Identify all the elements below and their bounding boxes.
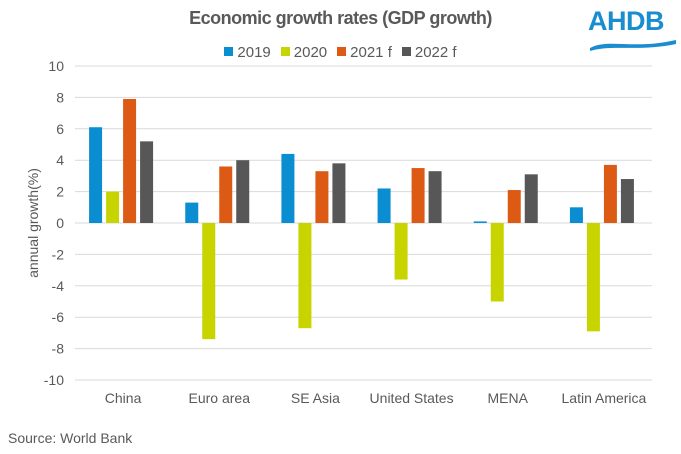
source-note: Source: World Bank xyxy=(8,430,133,446)
x-tick-label: SE Asia xyxy=(291,390,340,406)
y-tick-label: 4 xyxy=(56,152,64,168)
legend-item: 2022 f xyxy=(401,44,457,61)
y-tick-label: -6 xyxy=(52,309,65,325)
ahdb-logo: AHDB xyxy=(588,6,678,56)
legend-swatch xyxy=(401,47,411,56)
y-tick-label: 0 xyxy=(56,215,64,231)
legend-label: 2022 f xyxy=(414,44,457,61)
y-tick-label: -4 xyxy=(52,278,65,294)
x-tick-label: Euro area xyxy=(189,390,251,406)
bar-2021-f-china xyxy=(123,98,137,223)
bar-2020-latin-america xyxy=(586,223,600,332)
bar-2019-se-asia xyxy=(281,153,295,223)
bar-2022-f-china xyxy=(140,141,154,223)
bar-2021-f-se-asia xyxy=(315,171,329,223)
x-tick-label: MENA xyxy=(488,390,529,406)
y-tick-label: 6 xyxy=(56,121,64,137)
y-tick-label: 10 xyxy=(48,58,64,74)
legend-item: 2021 f xyxy=(337,44,392,61)
bar-2020-united-states xyxy=(394,223,408,280)
logo-text: AHDB xyxy=(588,6,665,36)
y-tick-label: 8 xyxy=(56,89,64,105)
bar-2021-f-mena xyxy=(507,190,521,223)
bar-2019-china xyxy=(89,127,103,223)
legend: 2019 2020 2021 f 2022 f xyxy=(0,44,681,61)
bar-2019-latin-america xyxy=(569,207,583,223)
y-tick-label: -2 xyxy=(52,246,65,262)
bar-2022-f-united-states xyxy=(428,171,442,223)
chart-title: Economic growth rates (GDP growth) xyxy=(189,8,492,28)
bar-2020-china xyxy=(106,191,120,223)
bar-2021-f-united-states xyxy=(411,168,425,223)
bar-2022-f-euro-area xyxy=(236,160,250,223)
bar-2021-f-euro-area xyxy=(219,166,233,223)
bar-2019-united-states xyxy=(377,188,391,223)
x-tick-label: China xyxy=(105,390,142,406)
bar-2021-f-latin-america xyxy=(603,164,617,223)
legend-item: 2019 xyxy=(224,44,271,61)
bar-2020-euro-area xyxy=(202,223,216,340)
bar-2022-f-se-asia xyxy=(332,163,346,223)
bar-2019-mena xyxy=(473,221,487,223)
y-tick-label: 2 xyxy=(56,184,64,200)
legend-swatch xyxy=(224,47,234,56)
legend-label: 2020 xyxy=(293,44,328,61)
bar-2020-mena xyxy=(490,223,504,302)
logo-wave-icon xyxy=(590,40,676,51)
legend-swatch xyxy=(337,47,347,56)
y-tick-label: -10 xyxy=(44,372,64,388)
y-tick-label: -8 xyxy=(52,341,65,357)
x-tick-label: Latin America xyxy=(562,390,647,406)
legend-label: 2019 xyxy=(237,44,271,61)
legend-swatch xyxy=(280,47,290,56)
x-tick-label: United States xyxy=(370,390,454,406)
bar-2022-f-latin-america xyxy=(620,179,634,223)
legend-item: 2020 xyxy=(280,44,328,61)
legend-label: 2021 f xyxy=(350,44,392,61)
bar-2019-euro-area xyxy=(185,202,199,223)
bar-2022-f-mena xyxy=(524,174,538,223)
bar-2020-se-asia xyxy=(298,223,312,329)
